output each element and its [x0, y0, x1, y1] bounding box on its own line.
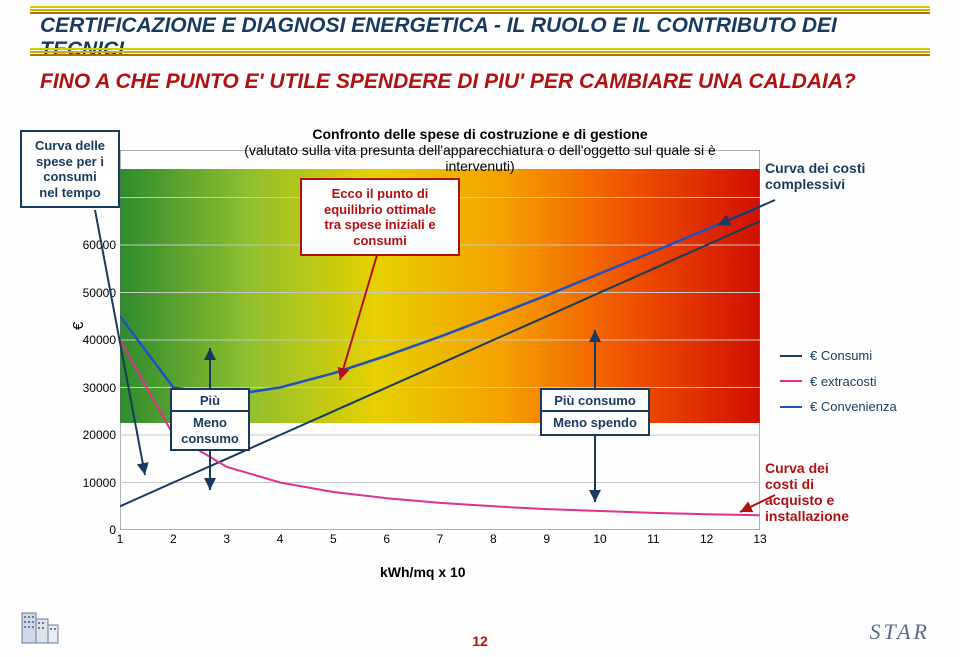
page-number: 12	[0, 633, 960, 649]
chart-xtick: 6	[383, 532, 390, 546]
chart: Confronto delle spese di costruzione e d…	[40, 130, 920, 570]
chart-xtick: 12	[700, 532, 713, 546]
legend-label: € extracosti	[810, 372, 876, 392]
page-title: CERTIFICAZIONE E DIAGNOSI ENERGETICA - I…	[30, 10, 930, 66]
page-subtitle: FINO A CHE PUNTO E' UTILE SPENDERE DI PI…	[30, 70, 930, 94]
note-meno-spendo: Meno spendo	[540, 410, 650, 436]
chart-xtick: 10	[593, 532, 606, 546]
chart-xtick: 7	[437, 532, 444, 546]
legend-item: € Convenienza	[780, 397, 930, 417]
chart-ylabel: €	[70, 322, 87, 330]
legend-item: € Consumi	[780, 346, 930, 366]
chart-title: Confronto delle spese di costruzione e d…	[220, 126, 740, 174]
note-curva-install: Curva deicosti diacquisto einstallazione	[765, 460, 895, 524]
note-meno-consumo: Menoconsumo	[170, 410, 250, 451]
note-curva-complessivi: Curva dei costicomplessivi	[765, 160, 895, 192]
building-icon	[18, 605, 64, 645]
header-rule-bottom	[30, 48, 930, 56]
legend-swatch	[780, 406, 802, 408]
chart-xlabel: kWh/mq x 10	[380, 564, 466, 580]
chart-xtick: 1	[117, 532, 124, 546]
note-curva-spese: Curva dellespese per iconsuminel tempo	[20, 130, 120, 208]
chart-xtick: 8	[490, 532, 497, 546]
chart-xtick: 11	[647, 532, 659, 546]
legend-label: € Consumi	[810, 346, 872, 366]
chart-ytick: 30000	[83, 381, 116, 395]
legend-item: € extracosti	[780, 372, 930, 392]
chart-ytick: 10000	[83, 476, 116, 490]
chart-ytick: 40000	[83, 333, 116, 347]
chart-legend: € Consumi € extracosti € Convenienza	[780, 340, 930, 423]
chart-xtick: 2	[170, 532, 177, 546]
chart-ytick: 60000	[83, 238, 116, 252]
legend-swatch	[780, 380, 802, 382]
slide: CERTIFICAZIONE E DIAGNOSI ENERGETICA - I…	[0, 0, 960, 657]
chart-xtick: 4	[277, 532, 284, 546]
chart-xtick: 9	[543, 532, 550, 546]
chart-ytick: 50000	[83, 286, 116, 300]
chart-ytick: 0	[109, 523, 116, 537]
chart-xtick: 5	[330, 532, 337, 546]
chart-xtick: 3	[223, 532, 230, 546]
note-ecco-punto: Ecco il punto diequilibrio ottimaletra s…	[300, 178, 460, 256]
legend-swatch	[780, 355, 802, 357]
chart-xtick: 13	[753, 532, 766, 546]
legend-label: € Convenienza	[810, 397, 897, 417]
chart-ytick: 20000	[83, 428, 116, 442]
